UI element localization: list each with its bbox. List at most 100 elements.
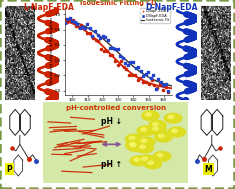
Point bbox=[116, 48, 120, 51]
Circle shape bbox=[153, 127, 158, 130]
Point bbox=[70, 19, 74, 22]
Point bbox=[66, 20, 69, 23]
Point bbox=[141, 74, 145, 77]
Circle shape bbox=[142, 111, 159, 121]
Point bbox=[167, 91, 170, 94]
Point bbox=[154, 87, 158, 90]
Point bbox=[127, 74, 131, 77]
Point bbox=[71, 19, 75, 22]
Text: pH ↓: pH ↓ bbox=[101, 117, 122, 126]
Circle shape bbox=[168, 127, 185, 137]
Point bbox=[155, 87, 159, 90]
Point bbox=[147, 83, 151, 86]
Point bbox=[88, 32, 92, 35]
Circle shape bbox=[130, 156, 147, 166]
Text: M: M bbox=[204, 165, 212, 174]
Circle shape bbox=[129, 136, 135, 139]
Text: pH-controlled conversion: pH-controlled conversion bbox=[66, 105, 166, 111]
FancyBboxPatch shape bbox=[41, 100, 191, 185]
Circle shape bbox=[141, 128, 146, 131]
Point bbox=[102, 50, 106, 53]
Point bbox=[110, 54, 114, 57]
Point bbox=[85, 32, 89, 35]
Point bbox=[82, 27, 86, 30]
Point bbox=[73, 21, 77, 24]
Point bbox=[141, 80, 145, 83]
Point bbox=[98, 37, 102, 40]
Circle shape bbox=[158, 134, 164, 137]
Point bbox=[94, 39, 97, 42]
Point bbox=[91, 35, 94, 38]
Point bbox=[88, 27, 92, 30]
Circle shape bbox=[168, 115, 174, 119]
Circle shape bbox=[155, 132, 172, 142]
Circle shape bbox=[142, 157, 148, 160]
Point bbox=[63, 22, 67, 25]
Point bbox=[91, 36, 94, 39]
Point bbox=[139, 70, 142, 73]
Point bbox=[136, 79, 140, 82]
Point bbox=[136, 66, 140, 69]
Point bbox=[164, 83, 168, 86]
Point bbox=[164, 85, 168, 88]
Circle shape bbox=[138, 155, 156, 165]
Point bbox=[78, 27, 82, 30]
Point bbox=[133, 74, 137, 77]
Point bbox=[108, 54, 111, 57]
Point bbox=[63, 18, 67, 21]
Point bbox=[130, 74, 134, 77]
Point bbox=[149, 77, 153, 80]
Point bbox=[146, 71, 150, 74]
Point bbox=[151, 73, 155, 76]
Title: Isodesmic Fitting CD: Isodesmic Fitting CD bbox=[80, 0, 156, 5]
Point bbox=[103, 36, 107, 39]
Point bbox=[77, 26, 81, 29]
Text: P: P bbox=[7, 165, 12, 174]
Point bbox=[157, 78, 160, 81]
Point bbox=[121, 56, 125, 59]
Point bbox=[134, 67, 137, 70]
Legend: L-NapF-EDA, D-NapF-EDA, Isodesmic Fit: L-NapF-EDA, D-NapF-EDA, Isodesmic Fit bbox=[140, 8, 170, 23]
Point bbox=[96, 34, 99, 37]
Circle shape bbox=[148, 161, 153, 164]
Circle shape bbox=[129, 143, 135, 146]
Point bbox=[161, 83, 165, 86]
Point bbox=[158, 83, 162, 86]
Point bbox=[131, 60, 135, 64]
Point bbox=[124, 61, 127, 64]
Circle shape bbox=[153, 122, 158, 126]
Point bbox=[144, 73, 148, 76]
Point bbox=[101, 35, 105, 38]
Circle shape bbox=[145, 113, 151, 116]
Point bbox=[159, 81, 163, 84]
Point bbox=[74, 24, 78, 27]
Circle shape bbox=[149, 125, 166, 135]
Y-axis label: Normalized Degree of Aggregation: Normalized Degree of Aggregation bbox=[50, 17, 54, 84]
Circle shape bbox=[157, 153, 163, 157]
Circle shape bbox=[125, 134, 143, 144]
Circle shape bbox=[141, 139, 147, 143]
Point bbox=[113, 60, 117, 63]
Circle shape bbox=[130, 143, 136, 147]
Point bbox=[116, 64, 120, 67]
Point bbox=[106, 38, 110, 41]
Circle shape bbox=[134, 158, 139, 161]
Circle shape bbox=[136, 143, 153, 153]
Circle shape bbox=[137, 126, 154, 136]
Point bbox=[83, 26, 87, 29]
Text: L-NapF-EDA: L-NapF-EDA bbox=[24, 3, 74, 12]
Point bbox=[75, 22, 79, 25]
Point bbox=[96, 40, 100, 43]
Point bbox=[114, 47, 117, 50]
Circle shape bbox=[172, 129, 177, 132]
Point bbox=[139, 77, 142, 80]
Text: pH ↑: pH ↑ bbox=[101, 160, 122, 169]
Circle shape bbox=[149, 121, 166, 130]
Point bbox=[93, 30, 97, 33]
Point bbox=[80, 26, 84, 29]
Point bbox=[125, 68, 128, 71]
Circle shape bbox=[144, 159, 161, 169]
FancyArrowPatch shape bbox=[103, 143, 120, 146]
Point bbox=[119, 60, 123, 63]
Circle shape bbox=[164, 113, 182, 123]
